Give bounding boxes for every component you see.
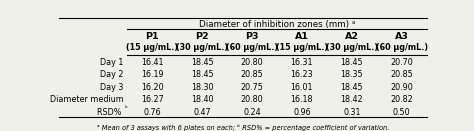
Text: P1: P1 bbox=[146, 32, 159, 41]
Text: 20.90: 20.90 bbox=[390, 83, 413, 92]
Text: 18.45: 18.45 bbox=[340, 83, 363, 92]
Text: 0.31: 0.31 bbox=[343, 108, 361, 117]
Text: 20.85: 20.85 bbox=[390, 70, 413, 79]
Text: 18.45: 18.45 bbox=[191, 58, 213, 67]
Text: 20.85: 20.85 bbox=[241, 70, 264, 79]
Text: 16.18: 16.18 bbox=[291, 95, 313, 104]
Text: 0.47: 0.47 bbox=[193, 108, 211, 117]
Text: 18.45: 18.45 bbox=[191, 70, 213, 79]
Text: 16.31: 16.31 bbox=[291, 58, 313, 67]
Text: 0.76: 0.76 bbox=[143, 108, 161, 117]
Text: 20.70: 20.70 bbox=[390, 58, 413, 67]
Text: 18.40: 18.40 bbox=[191, 95, 213, 104]
Text: P2: P2 bbox=[195, 32, 209, 41]
Text: A2: A2 bbox=[345, 32, 359, 41]
Text: Diameter medium: Diameter medium bbox=[50, 95, 124, 104]
Text: (60 μg/mL.): (60 μg/mL.) bbox=[375, 43, 428, 52]
Text: (15 μg/mL.): (15 μg/mL.) bbox=[126, 43, 178, 52]
Text: 16.23: 16.23 bbox=[291, 70, 313, 79]
Text: 20.80: 20.80 bbox=[241, 95, 263, 104]
Text: 20.80: 20.80 bbox=[241, 58, 263, 67]
Text: (30 μg/mL.): (30 μg/mL.) bbox=[326, 43, 378, 52]
Text: 0.96: 0.96 bbox=[293, 108, 310, 117]
Text: 16.41: 16.41 bbox=[141, 58, 164, 67]
Text: ᵃ Mean of 3 assays with 6 plates on each; ᵇ RSD% = percentage coefficient of var: ᵃ Mean of 3 assays with 6 plates on each… bbox=[97, 124, 389, 131]
Text: 18.45: 18.45 bbox=[340, 58, 363, 67]
Text: ᵇ: ᵇ bbox=[125, 106, 128, 111]
Text: 18.35: 18.35 bbox=[340, 70, 363, 79]
Text: Day 2: Day 2 bbox=[100, 70, 124, 79]
Text: 18.30: 18.30 bbox=[191, 83, 213, 92]
Text: A1: A1 bbox=[295, 32, 309, 41]
Text: 18.42: 18.42 bbox=[340, 95, 363, 104]
Text: 16.19: 16.19 bbox=[141, 70, 164, 79]
Text: (15 μg/mL.): (15 μg/mL.) bbox=[276, 43, 328, 52]
Text: 20.75: 20.75 bbox=[240, 83, 264, 92]
Text: (60 μg/mL.): (60 μg/mL.) bbox=[226, 43, 278, 52]
Text: 16.27: 16.27 bbox=[141, 95, 164, 104]
Text: RSD%: RSD% bbox=[97, 108, 124, 117]
Text: (30 μg/mL.): (30 μg/mL.) bbox=[176, 43, 228, 52]
Text: Day 1: Day 1 bbox=[100, 58, 124, 67]
Text: 20.82: 20.82 bbox=[390, 95, 413, 104]
Text: 16.01: 16.01 bbox=[291, 83, 313, 92]
Text: 0.50: 0.50 bbox=[393, 108, 410, 117]
Text: 0.24: 0.24 bbox=[243, 108, 261, 117]
Text: Day 3: Day 3 bbox=[100, 83, 124, 92]
Text: Diameter of inhibition zones (mm) ᵃ: Diameter of inhibition zones (mm) ᵃ bbox=[199, 20, 355, 29]
Text: A3: A3 bbox=[395, 32, 409, 41]
Text: 16.20: 16.20 bbox=[141, 83, 164, 92]
Text: P3: P3 bbox=[245, 32, 259, 41]
